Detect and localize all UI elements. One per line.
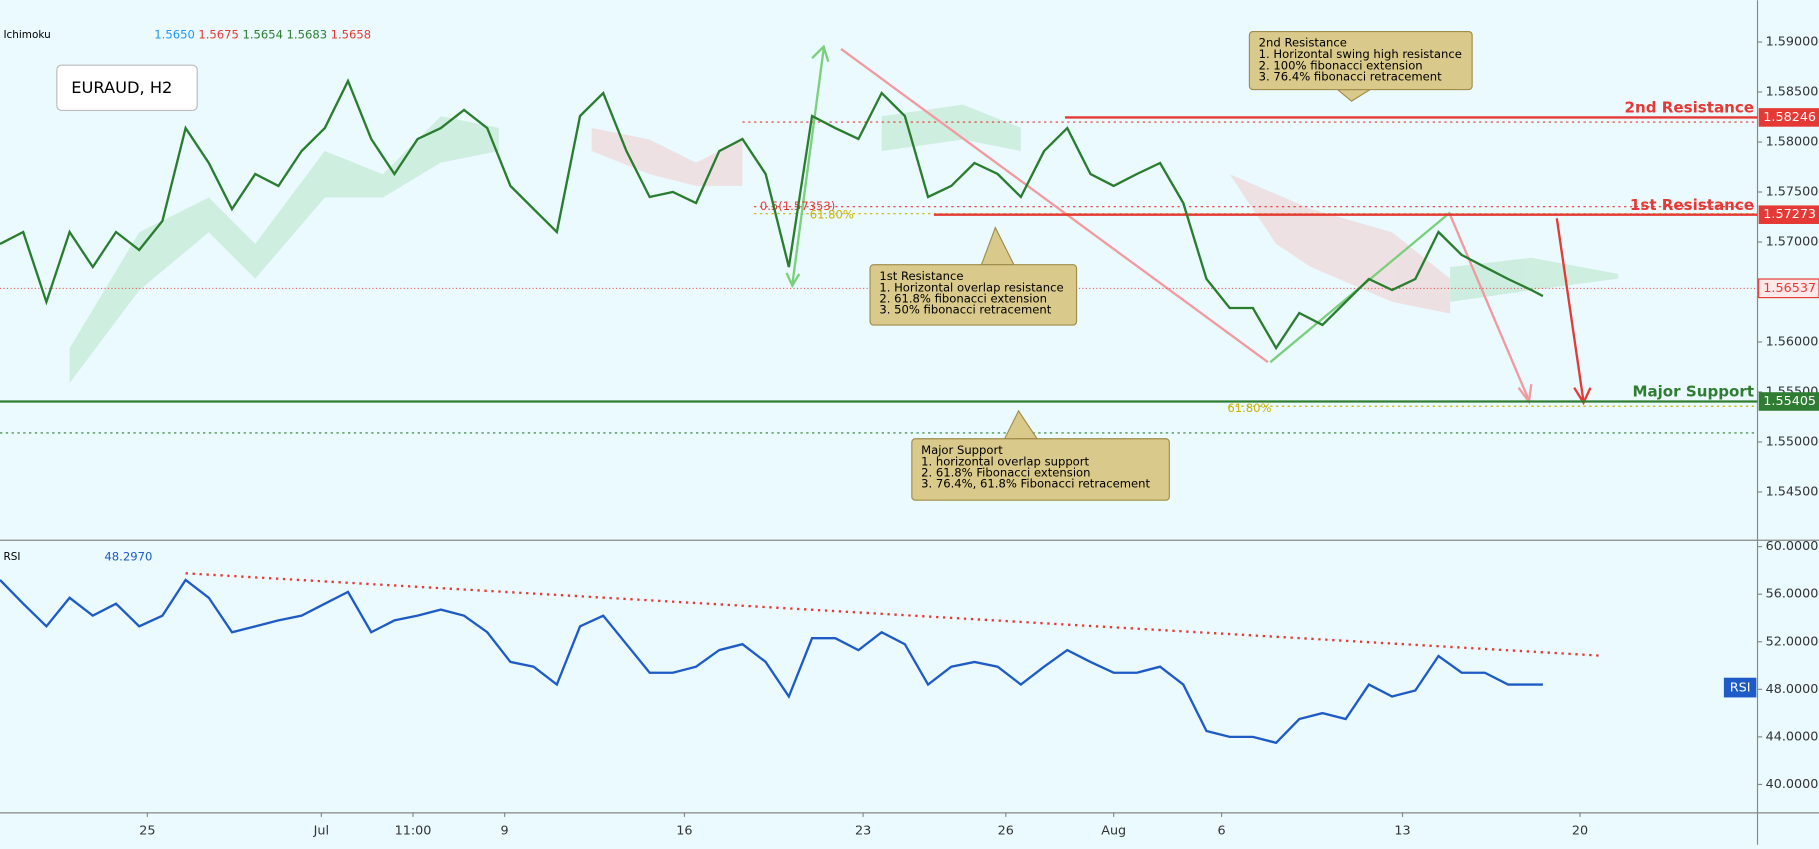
callout-box [911,438,1170,501]
callout-box [1248,30,1473,91]
x-tick-label: 23 [855,823,871,838]
y-tick-label: 60.0000 [1766,539,1819,554]
callout-line: 3. 50% fibonacci retracement [879,302,1051,316]
y-tick-label: 56.0000 [1766,587,1819,602]
level-tag [1758,205,1819,224]
callout-line: 3. 76.4% fibonacci retracement [1259,69,1442,83]
symbol: EURAUD, H2 [71,78,172,97]
level-label: 2nd Resistance [1625,99,1755,117]
y-tick-label: 52.0000 [1766,634,1819,649]
x-tick-label: 13 [1394,823,1410,838]
x-tick-label: 9 [501,823,509,838]
y-tick-label: 40.0000 [1766,777,1819,792]
ichimoku-cloud [69,104,1619,384]
y-tick-label: 1.58000 [1766,135,1819,150]
callout-line: 1. Horizontal swing high resistance [1259,47,1462,61]
x-tick-label: Jul [313,823,329,838]
indicator-value: 1.5650 [154,28,195,42]
fib-label: 61.80% [1227,401,1271,415]
x-tick-label: 26 [998,823,1014,838]
level-tag-label: 1.57273 [1763,207,1816,222]
y-tick-label: 1.57000 [1766,235,1819,250]
callout-line: 2. 61.8% fibonacci extension [879,291,1047,305]
price-tag-label: 1.56537 [1763,281,1816,296]
callout-title: 2nd Resistance [1259,36,1347,50]
fib-label: 61.80% [810,207,854,221]
callout-line: 2. 61.8% Fibonacci extension [921,465,1090,479]
level-tag-label: 1.58246 [1763,110,1816,125]
y-tick-label: 1.56000 [1766,334,1819,349]
x-tick-label: 20 [1572,823,1588,838]
level-tag-label: 1.55405 [1763,394,1816,409]
y-tick-label: 44.0000 [1766,729,1819,744]
callout-box [869,264,1078,326]
indicator-value: 1.5683 [287,28,328,42]
callout-line: 1. horizontal overlap support [921,454,1089,468]
y-tick-label: 1.58500 [1766,85,1819,100]
callout-line: 1. Horizontal overlap resistance [879,280,1063,294]
y-tick-label: 1.57500 [1766,185,1819,200]
callout-line: 2. 100% fibonacci extension [1259,58,1423,72]
x-tick-label: 6 [1217,823,1225,838]
level-tag [1758,392,1819,411]
y-tick-label: 1.59000 [1766,35,1819,50]
series-line [0,578,1543,745]
callout-line: 3. 76.4%, 61.8% Fibonacci retracement [921,476,1150,490]
series-line [0,78,1544,351]
trend-arrows [185,44,1601,657]
rsi-tag-label: RSI [1730,681,1751,696]
x-tick-label: 11:00 [395,823,432,838]
indicator-name: Ichimoku [3,29,50,41]
x-tick-label: 25 [139,823,155,838]
y-tick-label: 48.0000 [1766,682,1819,697]
indicator-value: 1.5675 [198,28,239,42]
x-tick-label: Aug [1101,823,1126,838]
level-tag [1758,108,1819,127]
symbol-box: EURAUD, H2 [56,64,198,112]
rsi-value: 48.2970 [104,550,152,564]
x-tick-label: 16 [676,823,692,838]
price-tag [1758,278,1819,299]
indicator-value: 1.5654 [242,28,283,42]
y-tick-label: 1.55000 [1766,434,1819,449]
level-label: 1st Resistance [1630,196,1754,214]
level-label: Major Support [1632,383,1754,401]
rsi-name: RSI [3,551,20,563]
callout-title: 1st Resistance [879,269,963,283]
rsi-tag [1723,677,1757,698]
y-tick-label: 1.54500 [1766,484,1819,499]
indicator-value: 1.5658 [331,28,372,42]
callout-title: Major Support [921,443,1003,457]
